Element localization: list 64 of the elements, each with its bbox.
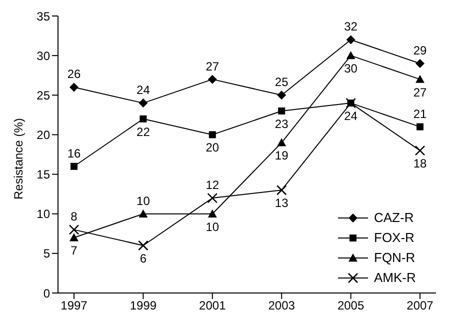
y-tick-label: 30 [36, 48, 50, 63]
data-label: 27 [206, 59, 220, 74]
data-label: 27 [413, 85, 427, 100]
legend-label: FOX-R [374, 229, 414, 247]
point [138, 98, 148, 108]
data-label: 29 [413, 43, 427, 58]
y-axis-title: Resistance (%) [11, 118, 26, 200]
data-label: 20 [206, 140, 220, 155]
data-label: 7 [70, 244, 78, 258]
data-label: 26 [67, 67, 81, 82]
x-tick-label: 1999 [130, 298, 157, 313]
data-label: 19 [274, 148, 289, 163]
point [207, 192, 218, 204]
data-label: 10 [136, 194, 150, 208]
x-tick-label: 2003 [268, 298, 296, 313]
point [278, 107, 286, 114]
legend-label: AMK-R [374, 269, 416, 287]
point [416, 58, 424, 68]
point [70, 82, 78, 92]
point [208, 74, 217, 84]
point [138, 240, 148, 251]
x-tick-label: 2005 [337, 298, 364, 313]
point [277, 138, 286, 146]
point [276, 184, 287, 196]
point [140, 115, 147, 122]
data-label: 10 [206, 220, 220, 234]
x-tick-label: 2001 [199, 298, 226, 313]
point [277, 90, 286, 100]
y-tick-label: 10 [36, 207, 50, 222]
point [208, 209, 217, 218]
y-tick-label: 15 [36, 168, 50, 182]
data-label: 21 [413, 106, 427, 121]
data-label: 22 [136, 124, 150, 139]
y-tick-label: 5 [43, 246, 50, 261]
data-label: 12 [206, 178, 220, 192]
x-tick-label: 1997 [60, 298, 88, 313]
point [138, 209, 148, 218]
y-tick-label: 25 [36, 88, 50, 102]
point [68, 224, 80, 235]
data-label: 32 [344, 20, 358, 34]
point [70, 233, 78, 242]
data-label: 6 [140, 252, 147, 266]
point [346, 51, 356, 60]
point [416, 123, 424, 130]
point [208, 131, 216, 138]
data-label: 24 [136, 83, 150, 98]
data-label: 23 [274, 116, 289, 131]
data-label: 18 [413, 156, 427, 171]
point [414, 145, 426, 156]
y-tick-label: 0 [43, 286, 50, 300]
data-label: 25 [274, 75, 289, 90]
y-tick-label: 20 [36, 128, 50, 142]
data-label: 24 [344, 109, 358, 124]
data-label: 13 [274, 196, 289, 210]
x-tick-label: 2007 [406, 298, 434, 313]
legend-label: CAZ-R [374, 209, 414, 227]
point [70, 162, 78, 170]
legend-label: FQN-R [374, 249, 416, 267]
y-tick-label: 35 [36, 9, 50, 24]
data-label: 30 [344, 62, 358, 76]
point [416, 74, 424, 83]
data-label: 16 [67, 146, 81, 160]
data-label: 8 [70, 210, 78, 224]
point [346, 35, 356, 44]
